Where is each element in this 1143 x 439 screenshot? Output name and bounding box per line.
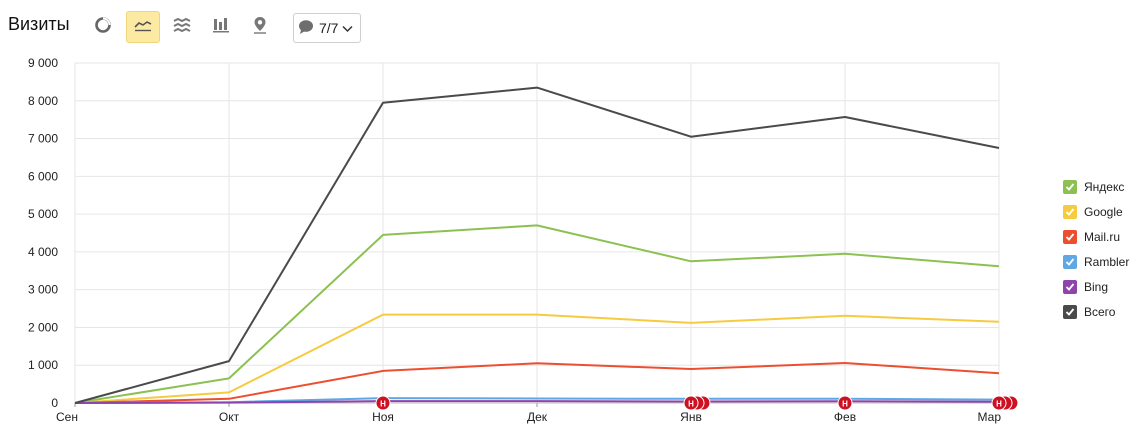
- legend-item[interactable]: Всего: [1063, 299, 1143, 324]
- x-tick-label: Сен: [56, 410, 78, 424]
- annotation-label: Н: [688, 400, 694, 409]
- annotation-label: Н: [380, 400, 386, 409]
- annotation-label: Н: [996, 400, 1002, 409]
- line-chart-icon: [134, 18, 152, 37]
- x-tick-label: Фев: [834, 410, 856, 424]
- annotations-dropdown[interactable]: 7/7: [293, 13, 361, 43]
- area-chart-icon: [173, 17, 191, 38]
- line-chart-button[interactable]: [126, 11, 160, 43]
- annotation-marker: [991, 395, 1007, 411]
- x-tick-label: Янв: [680, 410, 702, 424]
- y-tick-label: 6 000: [28, 169, 58, 183]
- annotation-marker: [837, 395, 853, 411]
- legend-label: Rambler: [1084, 254, 1130, 269]
- comment-icon: [298, 19, 314, 38]
- legend-label: Всего: [1084, 304, 1116, 319]
- legend-item[interactable]: Bing: [1063, 274, 1143, 299]
- legend-item[interactable]: Mail.ru: [1063, 224, 1143, 249]
- annotation-marker: [375, 395, 391, 411]
- pie-chart-button[interactable]: [86, 11, 120, 43]
- legend-label: Mail.ru: [1084, 229, 1121, 244]
- y-tick-label: 9 000: [28, 56, 58, 70]
- legend-label: Яндекс: [1084, 179, 1125, 194]
- checkmark-icon: [1063, 179, 1077, 194]
- y-tick-label: 3 000: [28, 283, 58, 297]
- chart-legend: Яндекс Google Mail.ru Rambler Bing Всего: [1063, 174, 1143, 324]
- chevron-down-icon: [342, 20, 353, 36]
- y-tick-label: 0: [51, 396, 58, 410]
- y-tick-label: 5 000: [28, 207, 58, 221]
- chart-toolbar: Визиты: [0, 0, 1143, 52]
- annotation-marker: [683, 395, 699, 411]
- legend-item[interactable]: Google: [1063, 199, 1143, 224]
- checkmark-icon: [1063, 279, 1077, 294]
- checkmark-icon: [1063, 254, 1077, 269]
- annotation-label: Н: [842, 400, 848, 409]
- checkmark-icon: [1063, 204, 1077, 219]
- x-tick-label: Окт: [219, 410, 240, 424]
- legend-label: Google: [1084, 204, 1123, 219]
- legend-label: Bing: [1084, 279, 1109, 294]
- y-tick-label: 1 000: [28, 358, 58, 372]
- map-button[interactable]: [243, 11, 277, 43]
- bar-chart-icon: [213, 17, 229, 38]
- legend-item[interactable]: Яндекс: [1063, 174, 1143, 199]
- area-chart-button[interactable]: [165, 11, 199, 43]
- chart-title: Визиты: [8, 14, 70, 34]
- legend-item[interactable]: Rambler: [1063, 249, 1143, 274]
- series-line-Google: [74, 313, 1000, 404]
- y-tick-label: 2 000: [28, 320, 58, 334]
- x-tick-label: Мар: [978, 410, 1002, 424]
- series-line-Яндекс: [74, 224, 1000, 404]
- checkmark-icon: [1063, 229, 1077, 244]
- y-tick-label: 8 000: [28, 94, 58, 108]
- series-line-Mail.ru: [74, 362, 1000, 404]
- bar-chart-button[interactable]: [204, 11, 238, 43]
- checkmark-icon: [1063, 304, 1077, 319]
- series-line-Всего: [74, 86, 1000, 404]
- dropdown-label: 7/7: [319, 20, 339, 36]
- x-tick-label: Ноя: [372, 410, 394, 424]
- pie-chart-icon: [95, 16, 111, 38]
- map-icon: [252, 16, 268, 39]
- y-tick-label: 4 000: [28, 245, 58, 259]
- x-tick-label: Дек: [527, 410, 548, 424]
- y-tick-label: 7 000: [28, 132, 58, 146]
